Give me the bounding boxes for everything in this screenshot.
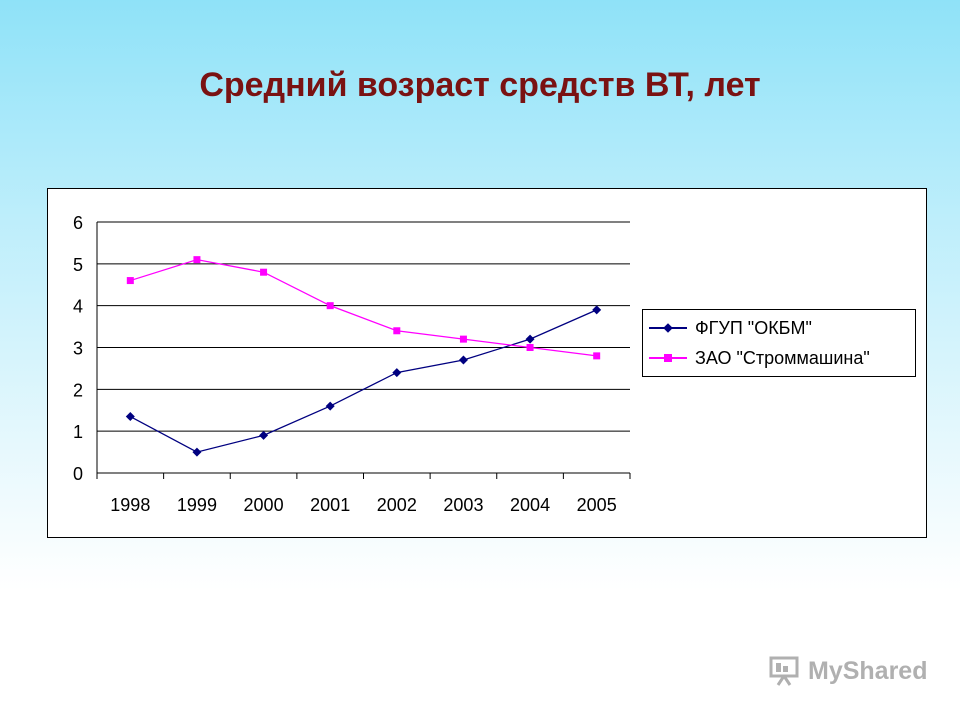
watermark-text: MyShared (808, 656, 928, 685)
data-point-0-2005 (592, 305, 602, 315)
x-tick-label: 2004 (510, 495, 550, 515)
legend-item-strommashina: ЗАО "Строммашина" (649, 346, 870, 370)
x-tick-label: 2001 (310, 495, 350, 515)
legend: ФГУП "ОКБМ" ЗАО "Строммашина" (642, 309, 916, 377)
y-tick-label: 0 (73, 464, 83, 484)
legend-label-okbm: ФГУП "ОКБМ" (695, 317, 812, 338)
series-line-0 (130, 309, 597, 453)
data-point-1-2001 (326, 302, 334, 310)
slide-title: Средний возраст средств ВТ, лет (199, 66, 761, 104)
chart-area: 0 1 2 3 4 5 6 1998 1999 2000 2001 2002 2003 2004 2005 … (47, 188, 927, 538)
y-tick-label: 3 (73, 339, 83, 359)
presentation-icon (769, 656, 799, 686)
data-point-0-2003 (458, 355, 468, 365)
y-tick-label: 1 (73, 422, 83, 442)
data-point-1-2004 (526, 344, 534, 351)
data-point-0-1998 (125, 412, 135, 422)
x-tick-label: 1998 (110, 495, 150, 515)
data-point-1-2000 (260, 268, 268, 276)
y-tick-label: 2 (73, 380, 83, 400)
data-point-1-1998 (126, 277, 134, 285)
x-tick-label: 2000 (244, 495, 284, 515)
y-tick-label: 4 (73, 297, 83, 317)
y-tick-label: 6 (73, 213, 83, 233)
legend-swatch-okbm (649, 323, 687, 333)
data-point-1-1999 (193, 256, 201, 264)
x-tick-label: 2003 (443, 495, 483, 515)
legend-label-strommashina: ЗАО "Строммашина" (695, 347, 870, 368)
legend-item-okbm: ФГУП "ОКБМ" (649, 316, 812, 340)
x-tick-label: 1999 (177, 495, 217, 515)
watermark: MyShared (768, 655, 927, 687)
y-tick-label: 5 (73, 255, 83, 275)
series-line-1 (130, 258, 597, 357)
data-point-0-2004 (525, 334, 535, 344)
data-point-0-2001 (325, 401, 335, 411)
line-chart: 0 1 2 3 4 5 6 1998 1999 2000 2001 2002 2003 2004 2005 (73, 213, 631, 515)
legend-swatch-strommashina (649, 354, 687, 362)
x-tick-label: 2005 (577, 495, 617, 515)
x-tick-label: 2002 (377, 495, 417, 515)
data-point-1-2002 (393, 327, 401, 335)
data-point-0-1999 (192, 447, 202, 457)
data-point-1-2005 (593, 352, 601, 360)
data-point-0-2000 (259, 430, 269, 440)
data-point-1-2003 (459, 335, 467, 343)
data-point-0-2002 (392, 368, 402, 378)
